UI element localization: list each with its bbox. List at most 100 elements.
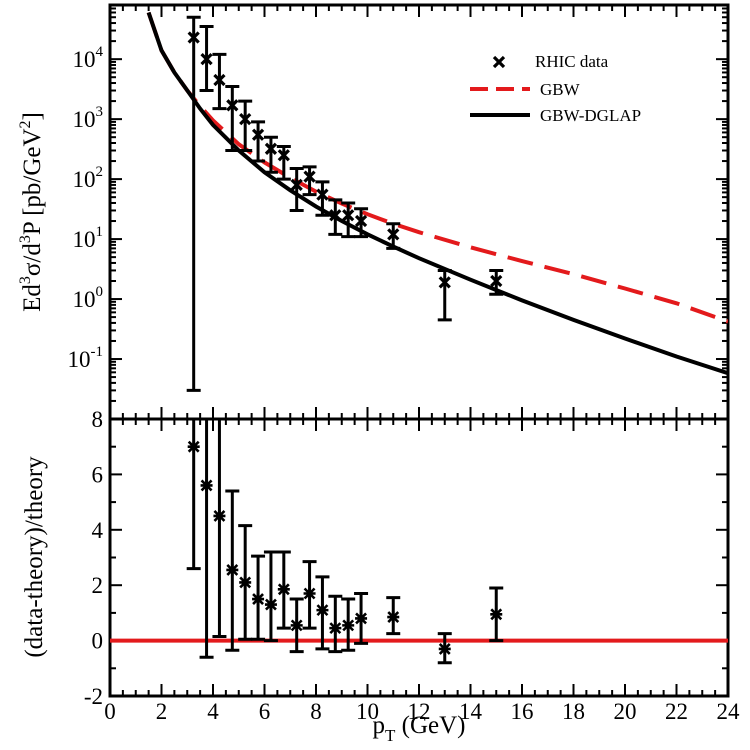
ratio-point <box>226 563 239 576</box>
tick-base: 10 <box>73 107 96 132</box>
top-y-ticks <box>109 4 729 420</box>
data-error-bar <box>276 144 291 181</box>
data-point <box>290 178 303 192</box>
data-point <box>342 209 355 222</box>
data-point <box>354 214 368 228</box>
data-error-bar <box>225 85 240 152</box>
ratio-point <box>200 479 213 492</box>
legend: RHIC data GBW GBW-DGLAP <box>470 52 641 125</box>
tick-exponent: 0 <box>96 284 104 300</box>
tick-exponent: 2 <box>96 164 104 180</box>
data-point <box>490 274 503 288</box>
data-error-bar <box>315 180 330 217</box>
top-data-points <box>186 15 504 392</box>
bottom-y-tick-label: -2 <box>84 684 103 709</box>
legend-label-gbw-dglap: GBW-DGLAP <box>540 106 641 125</box>
data-point <box>200 53 213 66</box>
data-point <box>303 170 316 183</box>
bottom-data-points <box>186 419 504 665</box>
legend-marker-x <box>492 55 506 69</box>
bottom-axis-ticks <box>109 418 729 697</box>
data-point <box>239 113 252 126</box>
top-y-tick-label: 104 <box>73 44 104 72</box>
ylabel-text: ] <box>19 112 46 120</box>
x-tick-label: 4 <box>207 699 219 724</box>
x-tick-label: 22 <box>665 699 688 724</box>
x-tick-label: 16 <box>511 699 534 724</box>
tick-exponent: 3 <box>96 104 104 120</box>
top-y-tick-label: 100 <box>73 284 104 312</box>
ratio-error-bar <box>263 550 278 643</box>
legend-label-gbw: GBW <box>540 80 581 99</box>
x-tick-label: 2 <box>156 699 168 724</box>
legend-entry-gbw-dglap: GBW-DGLAP <box>470 106 641 125</box>
data-error-bar <box>302 165 317 197</box>
ratio-point <box>438 642 451 655</box>
data-point <box>213 73 226 87</box>
bottom-y-tick-label: 0 <box>92 629 104 654</box>
top-y-tick-label: 102 <box>73 164 104 192</box>
ylabel-superscript: 3 <box>17 235 34 243</box>
ratio-point <box>355 612 368 625</box>
data-error-bar <box>263 135 278 174</box>
x-tick-label: 20 <box>614 699 637 724</box>
legend-label-rhic-data: RHIC data <box>535 52 609 71</box>
x-tick-label: 14 <box>459 699 483 724</box>
tick-base: 10 <box>73 47 96 72</box>
bottom-plot-frame <box>108 417 730 698</box>
data-error-bar <box>186 15 201 392</box>
x-tick-labels: 0 2 4 6 8 10 12 14 16 18 20 22 24 <box>104 699 740 724</box>
data-point <box>329 209 342 222</box>
x-tick-label: 6 <box>259 699 271 724</box>
data-error-bar <box>251 120 266 163</box>
tick-base: 10 <box>73 227 96 252</box>
tick-exponent: -1 <box>91 344 104 360</box>
ratio-point <box>252 593 265 606</box>
data-point <box>264 142 278 155</box>
curve-gbw <box>146 11 728 324</box>
data-error-bar <box>238 99 253 152</box>
ratio-point <box>342 619 355 632</box>
data-point <box>277 149 290 162</box>
legend-entry-rhic-data: RHIC data <box>492 52 609 71</box>
top-y-tick-label: 10-1 <box>68 344 104 372</box>
top-y-tick-label: 103 <box>73 104 104 132</box>
ratio-point <box>187 440 200 453</box>
xlabel-subscript: T <box>385 726 396 745</box>
ylabel-text: Ed <box>19 284 46 312</box>
bottom-y-tick-label: 2 <box>92 573 104 598</box>
data-point <box>226 99 239 112</box>
tick-exponent: 1 <box>96 224 104 240</box>
ratio-error-bar <box>199 419 214 659</box>
top-y-axis-label: Ed3σ/d3P [pb/GeV2] <box>17 112 46 312</box>
ratio-point <box>387 611 400 624</box>
data-point <box>251 128 265 141</box>
x-tick-label: 0 <box>104 699 116 724</box>
legend-marker-x-icon <box>492 55 506 69</box>
bottom-y-axis-label: (data-theory)/theory <box>21 456 48 658</box>
ratio-point <box>490 608 503 621</box>
bottom-y-tick-label: 6 <box>92 462 104 487</box>
ratio-error-bar <box>212 419 227 638</box>
ratio-point <box>290 619 303 632</box>
tick-base: 10 <box>68 347 91 372</box>
x-axis-label: pT (GeV) <box>373 712 466 745</box>
x-tick-label: 10 <box>356 699 379 724</box>
ratio-point <box>303 587 316 600</box>
data-point <box>387 228 400 241</box>
x-tick-label: 24 <box>717 699 741 724</box>
ratio-point <box>316 604 329 617</box>
bottom-y-tick-labels: -2 0 2 4 6 8 <box>84 407 104 709</box>
ylabel-text: σ/d <box>19 243 46 276</box>
ratio-point <box>213 509 226 522</box>
ylabel-superscript: 3 <box>17 276 34 284</box>
bottom-y-tick-label: 8 <box>92 407 104 432</box>
xlabel-text: (GeV) <box>395 712 465 739</box>
top-plot-frame <box>108 3 730 421</box>
ratio-point <box>329 622 342 635</box>
ratio-point <box>239 576 252 589</box>
ratio-point <box>264 598 277 611</box>
